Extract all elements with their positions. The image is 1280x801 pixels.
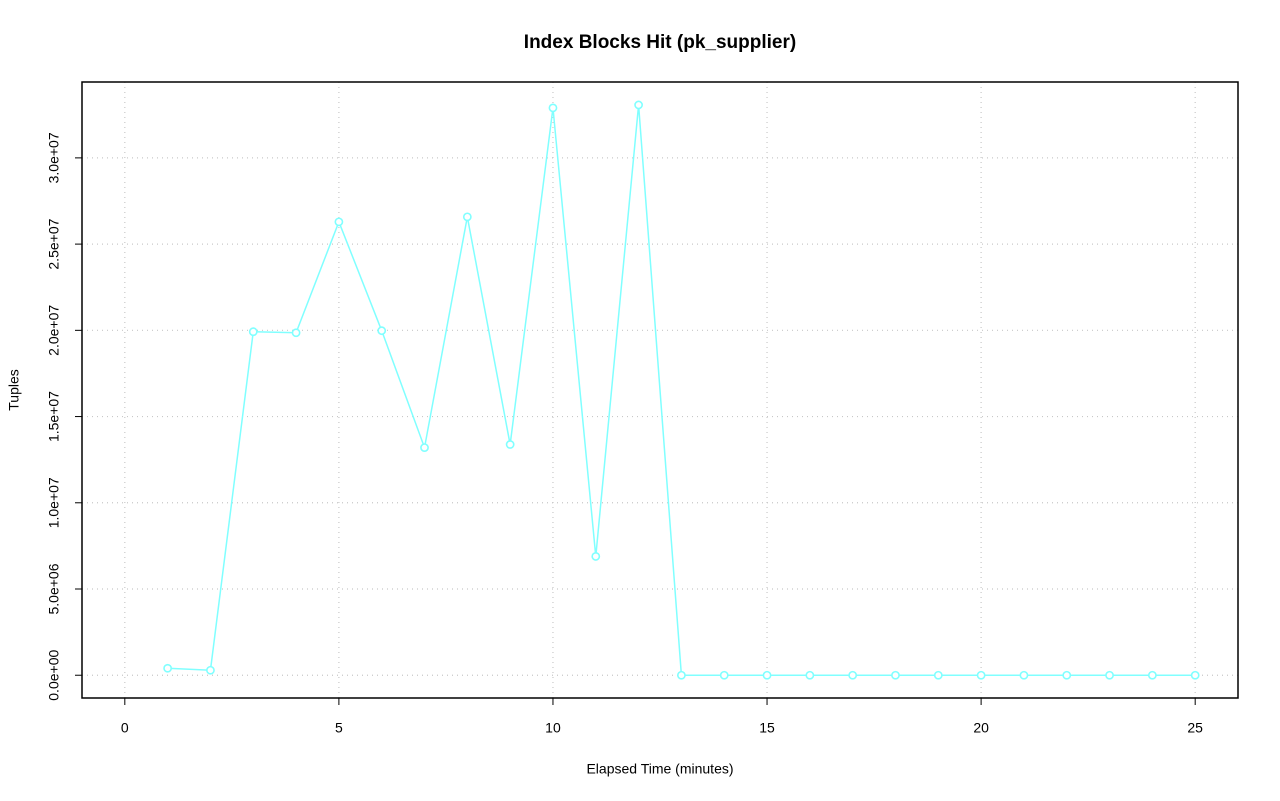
series-line xyxy=(167,104,1196,676)
chart-title: Index Blocks Hit (pk_supplier) xyxy=(524,32,796,53)
data-point xyxy=(719,670,729,680)
data-point xyxy=(634,100,643,110)
data-point xyxy=(548,103,558,113)
y-tick-label: 1.5e+07 xyxy=(46,391,62,442)
data-point xyxy=(377,326,387,336)
data-point xyxy=(291,328,301,338)
y-tick-label: 1.0e+07 xyxy=(46,477,62,528)
data-point xyxy=(1019,670,1029,680)
data-point xyxy=(248,327,258,337)
data-point xyxy=(891,670,900,680)
data-point xyxy=(206,665,215,675)
data-point xyxy=(805,670,815,680)
data-point xyxy=(420,443,429,452)
y-tick-label: 0.0e+00 xyxy=(46,650,62,701)
y-tick-label: 2.0e+07 xyxy=(46,305,62,356)
data-point xyxy=(163,663,173,673)
data-point xyxy=(591,552,601,561)
data-point xyxy=(933,670,943,680)
x-tick-label: 25 xyxy=(1187,720,1203,736)
x-axis-title: Elapsed Time (minutes) xyxy=(586,761,733,777)
y-tick-label: 2.5e+07 xyxy=(46,218,62,269)
data-point xyxy=(677,670,686,680)
x-tick-label: 0 xyxy=(121,720,129,736)
plot-frame xyxy=(81,81,1239,699)
data-point xyxy=(462,212,472,222)
data-point xyxy=(505,440,515,449)
data-point xyxy=(976,670,986,680)
data-point xyxy=(1147,670,1157,680)
data-point xyxy=(1190,670,1200,680)
x-tick-label: 5 xyxy=(335,720,343,736)
y-tick-label: 3.0e+07 xyxy=(46,132,62,183)
y-tick-label: 5.0e+06 xyxy=(46,563,62,614)
data-point xyxy=(848,670,858,680)
x-tick-label: 10 xyxy=(545,720,561,736)
x-tick-label: 15 xyxy=(759,720,775,736)
data-point xyxy=(1105,670,1114,680)
x-tick-label: 20 xyxy=(973,720,989,736)
data-point xyxy=(1062,670,1072,680)
data-point xyxy=(334,217,344,227)
data-point xyxy=(762,670,772,680)
y-axis-title: Tuples xyxy=(6,369,22,411)
